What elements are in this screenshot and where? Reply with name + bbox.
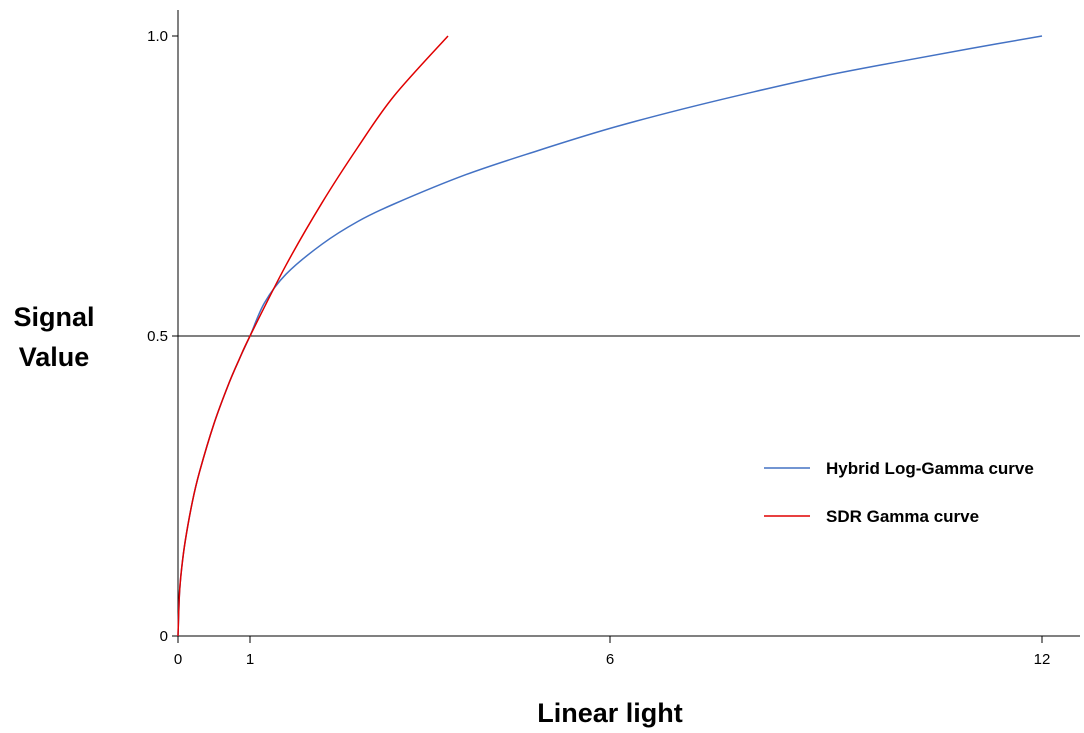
tick-marks: 0 0.5 1.0 0 1 6 12: [147, 28, 1050, 668]
x-tick-label: 0: [174, 651, 182, 668]
series-lines: [177, 35, 1043, 637]
x-tick-label: 12: [1034, 651, 1051, 668]
legend-label: SDR Gamma curve: [826, 507, 979, 526]
y-axis-title-line-2: Value: [19, 342, 90, 372]
x-tick-label: 1: [246, 651, 254, 668]
series-line-sdr: [177, 35, 449, 637]
legend: Hybrid Log-Gamma curve SDR Gamma curve: [764, 459, 1034, 526]
x-tick-label: 6: [606, 651, 614, 668]
x-axis-title: Linear light: [537, 698, 683, 728]
y-tick-label: 0: [160, 628, 168, 645]
legend-label: Hybrid Log-Gamma curve: [826, 459, 1034, 478]
axes: [177, 10, 1080, 637]
y-tick-label: 1.0: [147, 28, 168, 45]
y-axis-title-line-1: Signal: [13, 302, 94, 332]
y-tick-label: 0.5: [147, 328, 168, 345]
